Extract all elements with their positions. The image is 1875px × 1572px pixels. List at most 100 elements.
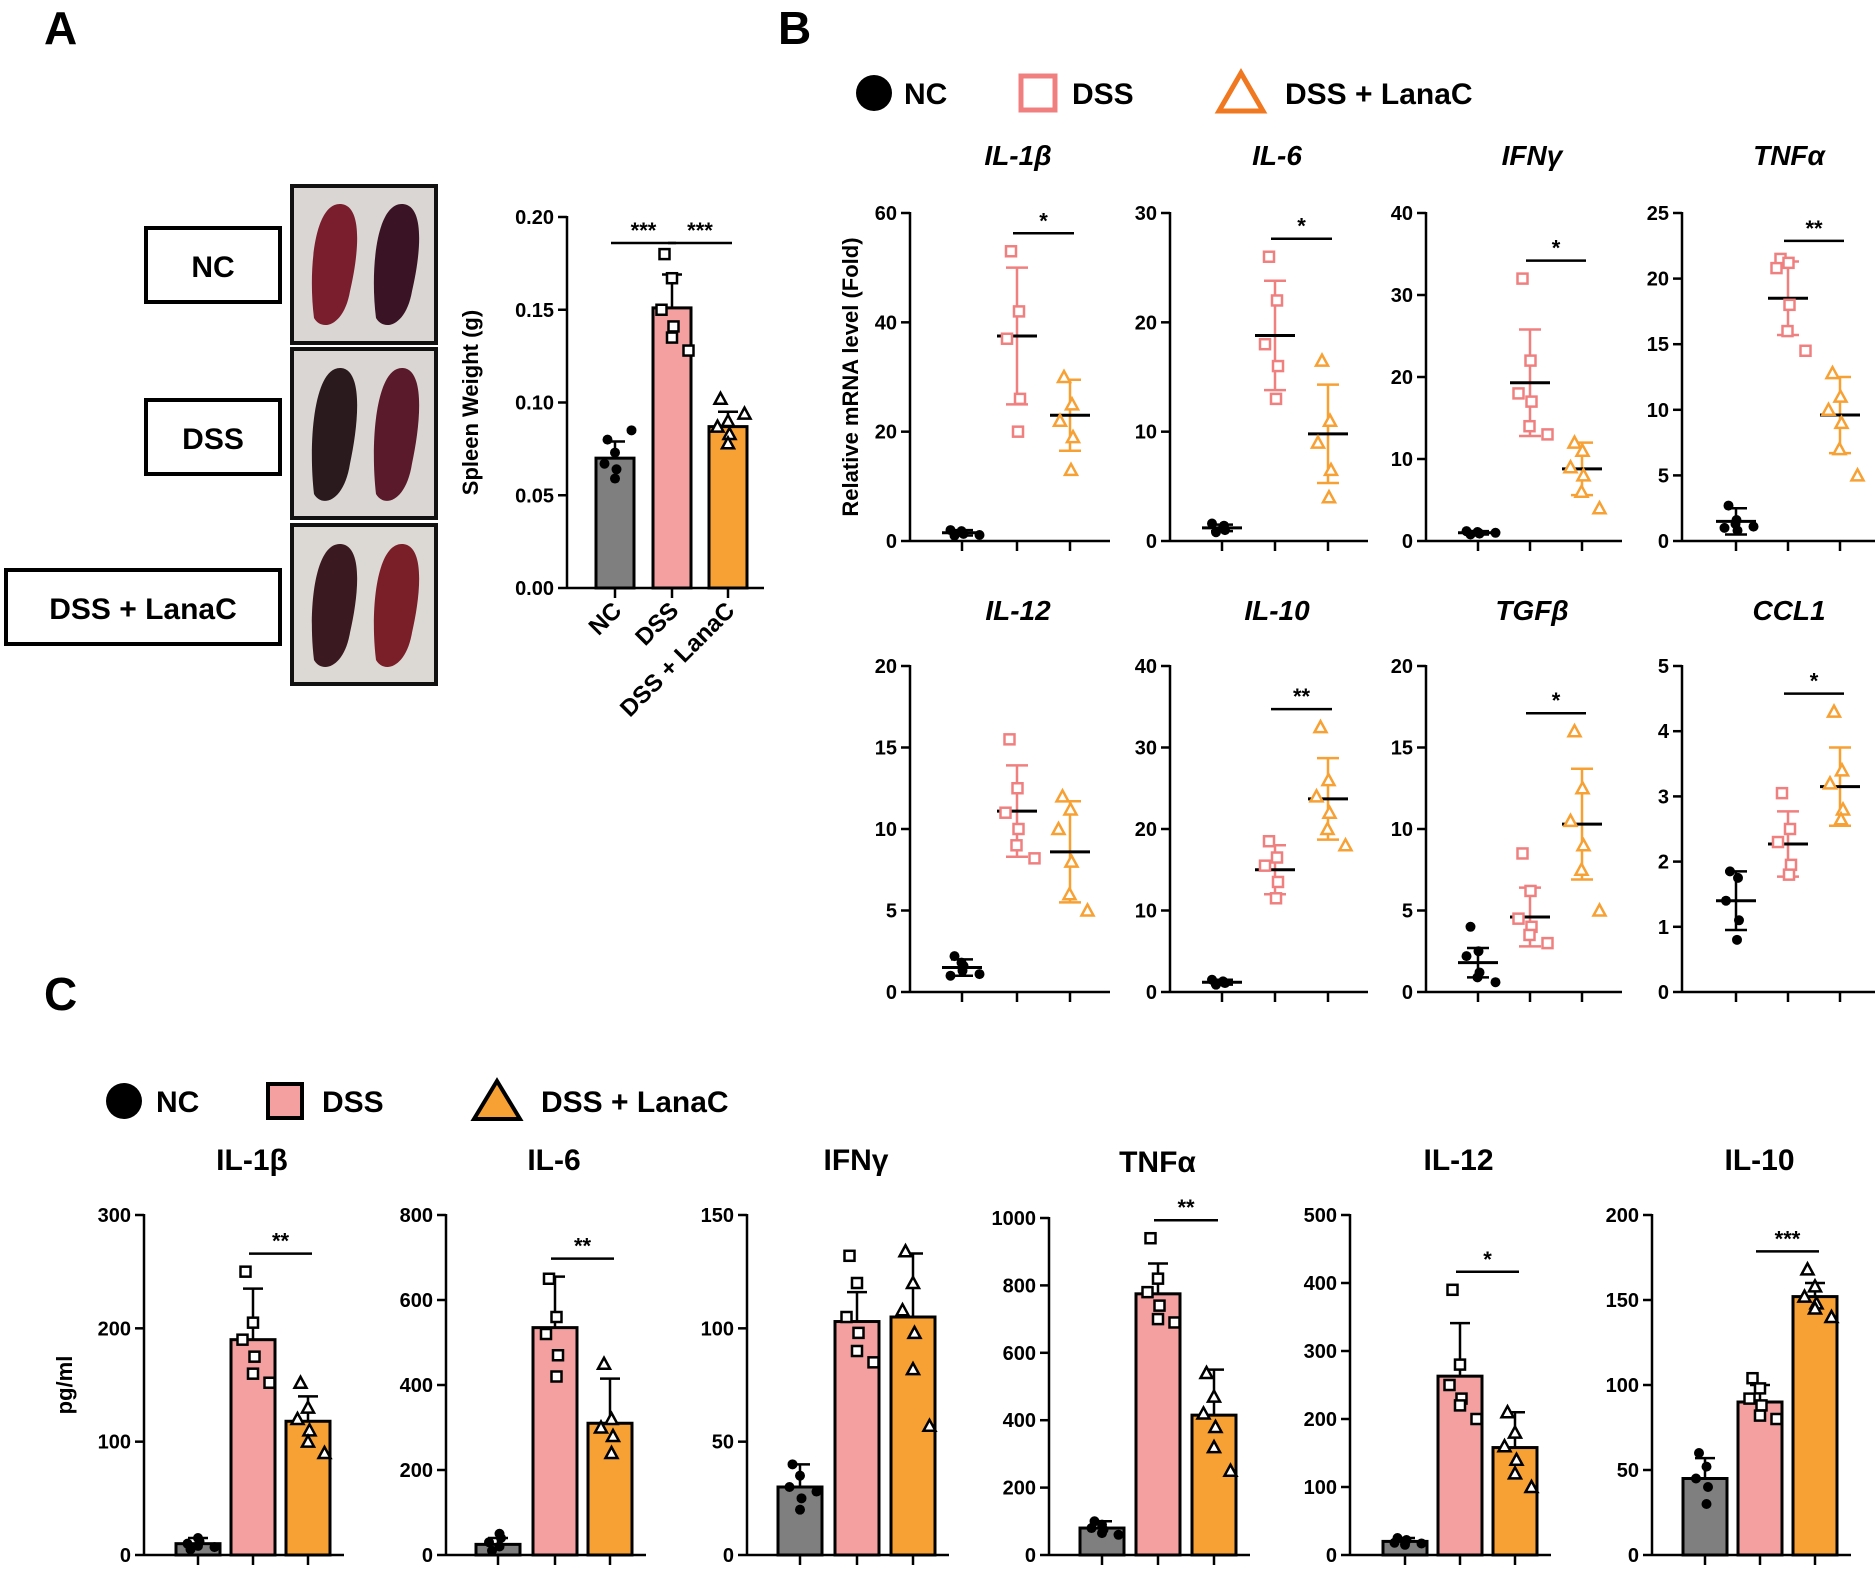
y-tick-label: 400	[1003, 1410, 1036, 1432]
data-point	[1562, 458, 1579, 474]
legend-lanac-label: DSS + LanaC	[1285, 78, 1473, 111]
data-point	[784, 1482, 795, 1492]
data-point	[1153, 1299, 1166, 1312]
data-point	[719, 412, 737, 428]
data-point	[1453, 1399, 1467, 1412]
data-point	[852, 1326, 865, 1340]
data-point	[484, 1537, 494, 1548]
data-point	[1010, 839, 1023, 852]
data-point	[1770, 261, 1783, 275]
data-point	[1218, 522, 1228, 533]
legend-c-lanac-marker	[470, 1077, 524, 1121]
data-point	[1575, 836, 1592, 852]
legend-dss-label: DSS	[1072, 78, 1134, 111]
significance-label: **	[574, 1234, 592, 1259]
data-point	[1725, 866, 1735, 877]
data-point	[1806, 1277, 1824, 1293]
data-point	[1262, 250, 1276, 263]
data-point	[539, 1327, 553, 1341]
y-tick-label: 1000	[992, 1208, 1037, 1230]
data-point	[316, 1444, 333, 1460]
data-point	[1825, 703, 1843, 718]
data-point	[956, 526, 967, 537]
chart-title: IL-12	[1423, 1144, 1493, 1177]
data-point	[1028, 852, 1041, 865]
data-point	[1832, 810, 1850, 826]
bar	[1190, 1413, 1238, 1557]
significance-label: *	[1297, 214, 1306, 239]
data-point	[1770, 1412, 1783, 1426]
data-point	[1691, 1473, 1701, 1484]
data-point	[603, 1410, 620, 1426]
legend-c-dss-label: DSS	[322, 1086, 384, 1119]
chart-b-il-12: IL-12 0 5 10 15 20	[875, 595, 1110, 1004]
y-tick-label: 0	[886, 531, 897, 553]
data-point	[550, 1310, 563, 1324]
y-tick-label: 200	[1304, 1409, 1337, 1431]
data-point	[1151, 1272, 1165, 1285]
data-point	[1506, 1464, 1524, 1480]
data-point	[1823, 1308, 1840, 1324]
data-point	[1523, 1478, 1540, 1494]
y-tick-label: 10	[1391, 819, 1413, 841]
data-point	[1313, 351, 1331, 367]
chart-title: IL-10	[1724, 1144, 1794, 1177]
bar	[1681, 1477, 1729, 1557]
data-point	[1055, 368, 1073, 384]
data-point	[1198, 1364, 1215, 1380]
chart-b-ifny: IFNγ 0 10 20 30 40 *	[1391, 140, 1622, 553]
y-tick-label: 150	[701, 1205, 734, 1227]
data-point	[1499, 1403, 1516, 1419]
data-point	[1820, 401, 1837, 417]
chart-b-ccl1: CCL1 0 1 2 3 4 5 *	[1658, 595, 1875, 1004]
data-point	[904, 1360, 922, 1376]
data-point	[921, 1417, 938, 1433]
data-point	[299, 1399, 317, 1414]
data-point	[1470, 1412, 1483, 1426]
data-point	[1719, 522, 1730, 533]
chart-title: TNFα	[1119, 1146, 1196, 1179]
spleen-tissue	[311, 543, 358, 667]
data-point	[719, 434, 737, 450]
data-point	[1416, 1538, 1427, 1549]
data-point	[1524, 884, 1537, 898]
significance-label: ***	[687, 218, 713, 243]
bar	[531, 1326, 579, 1557]
chart-b-il-10: IL-10 0 10 20 30 40 **	[1135, 595, 1368, 1004]
chart-title: IL-1β	[984, 140, 1051, 171]
y-tick-label: 0	[1402, 531, 1413, 553]
data-point	[1833, 414, 1850, 430]
data-point	[1799, 1260, 1816, 1276]
data-point	[709, 418, 726, 433]
photo-label-box-lanac	[4, 568, 282, 646]
y-tick-label: 2	[1658, 852, 1669, 874]
data-point	[1824, 364, 1841, 380]
y-tick-label: 200	[400, 1460, 433, 1482]
y-tick-label: 25	[1647, 203, 1669, 225]
data-point	[1574, 442, 1591, 458]
data-point	[1523, 928, 1536, 942]
data-point	[867, 1356, 880, 1369]
significance-label: *	[1483, 1247, 1492, 1272]
photo-label-dss: DSS	[182, 423, 244, 456]
data-point	[1755, 1399, 1768, 1412]
significance-label: ***	[1775, 1226, 1801, 1251]
data-point	[1775, 786, 1789, 800]
data-point	[843, 1249, 856, 1263]
y-tick-label: 15	[875, 738, 897, 760]
y-tick-label: 0	[1658, 531, 1669, 553]
data-point	[1566, 433, 1583, 449]
data-point	[850, 1344, 864, 1358]
data-point	[787, 1459, 798, 1470]
data-point	[904, 1274, 922, 1290]
data-point	[1472, 526, 1483, 537]
panel-label-a: A	[44, 2, 77, 54]
y-tick-label: 200	[1606, 1205, 1639, 1227]
chart-title: IFNγ	[823, 1144, 888, 1177]
spleen-tissue	[311, 203, 358, 326]
data-point	[1512, 912, 1525, 925]
y-tick-label: 400	[400, 1375, 433, 1397]
data-point	[1771, 835, 1785, 849]
data-point	[1799, 344, 1812, 358]
